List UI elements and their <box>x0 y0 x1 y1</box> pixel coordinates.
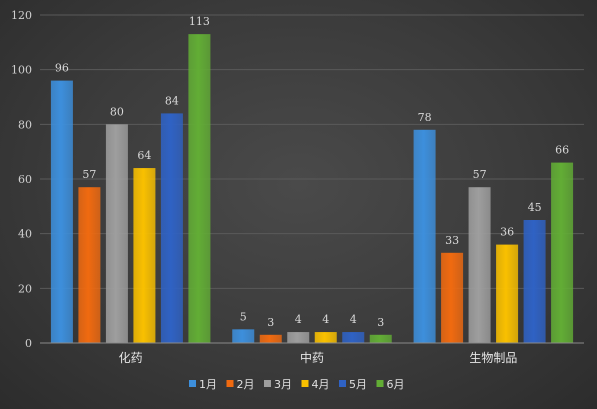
legend-swatch <box>339 380 346 387</box>
bar <box>496 244 519 343</box>
legend-swatch <box>189 380 196 387</box>
category-label: 化药 <box>119 351 143 365</box>
category-label: 中药 <box>300 350 324 365</box>
bars <box>50 34 574 344</box>
bar <box>78 187 101 343</box>
category-label: 生物制品 <box>469 351 517 365</box>
data-labels: 96 57 80 64 84 113 5 3 4 4 4 3 78 33 57 36 45 66 <box>55 15 569 329</box>
bar <box>413 129 436 343</box>
data-label: 84 <box>165 94 179 107</box>
category-labels: 化药 中药 生物制品 <box>119 350 518 365</box>
bar <box>551 162 574 343</box>
legend-label: 5月 <box>349 378 367 391</box>
data-label: 57 <box>82 168 96 181</box>
y-tick-label: 120 <box>11 9 32 22</box>
data-label: 80 <box>110 105 124 118</box>
legend-swatch <box>301 380 309 387</box>
data-label: 3 <box>267 316 274 329</box>
legend-swatch <box>226 380 234 387</box>
bar <box>369 334 392 343</box>
data-label: 64 <box>137 149 151 162</box>
bar <box>441 252 464 343</box>
bar <box>523 220 546 343</box>
y-axis-ticks: 0 20 40 60 80 100 120 <box>11 9 32 350</box>
y-tick-label: 60 <box>18 173 32 186</box>
y-tick-label: 40 <box>18 228 32 241</box>
data-label: 4 <box>322 313 329 326</box>
bar <box>50 80 73 343</box>
data-label: 66 <box>555 144 569 157</box>
bar <box>232 329 255 343</box>
data-label: 3 <box>377 316 384 329</box>
legend: 1月 2月 3月 4月 5月 6月 <box>189 378 405 391</box>
bar <box>188 34 211 344</box>
data-label: 78 <box>418 111 432 124</box>
gridlines <box>40 14 584 289</box>
legend-label: 1月 <box>199 378 217 391</box>
bar <box>259 334 282 343</box>
bar <box>468 187 491 343</box>
data-label: 113 <box>189 15 210 28</box>
legend-label: 2月 <box>237 378 255 391</box>
bar <box>133 168 156 343</box>
bar <box>314 332 337 343</box>
data-label: 5 <box>240 310 247 323</box>
y-tick-label: 0 <box>25 337 32 350</box>
bar <box>105 124 128 343</box>
bar <box>160 113 183 344</box>
y-tick-label: 100 <box>11 64 32 77</box>
data-label: 57 <box>473 168 487 181</box>
y-tick-label: 80 <box>18 118 32 131</box>
legend-label: 3月 <box>274 378 292 391</box>
data-label: 4 <box>350 313 357 326</box>
data-label: 4 <box>295 313 302 326</box>
bar <box>342 332 365 343</box>
data-label: 45 <box>528 201 542 214</box>
data-label: 96 <box>55 62 69 75</box>
legend-label: 6月 <box>387 378 405 391</box>
legend-swatch <box>376 380 384 387</box>
bar <box>287 332 310 343</box>
y-tick-label: 20 <box>18 282 32 295</box>
data-label: 36 <box>500 226 514 239</box>
legend-label: 4月 <box>312 378 330 391</box>
data-label: 33 <box>445 234 459 247</box>
legend-swatch <box>264 380 271 387</box>
